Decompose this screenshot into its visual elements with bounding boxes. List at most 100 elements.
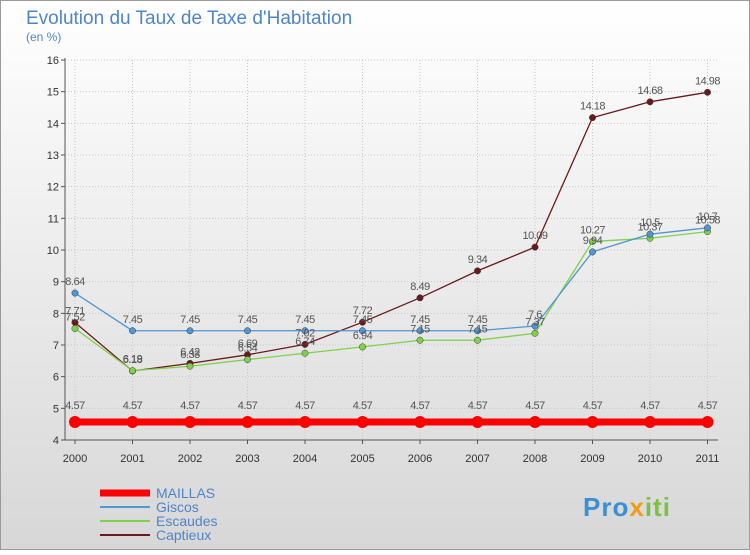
svg-text:Proxiti: Proxiti [583, 492, 671, 522]
data-label-maillas: 4.57 [295, 400, 315, 412]
data-point-maillas [126, 415, 139, 428]
data-label-captieux: 7.72 [353, 305, 373, 317]
x-tick-label: 2000 [63, 453, 87, 465]
data-label-giscos: 7.45 [238, 314, 258, 326]
data-label-giscos: 7.6 [528, 309, 542, 321]
data-label-maillas: 4.57 [353, 400, 373, 412]
chart-subtitle: (en %) [26, 30, 61, 44]
y-tick-label: 13 [47, 150, 59, 162]
data-point-giscos [704, 224, 711, 232]
data-point-captieux [646, 98, 654, 106]
y-tick-label: 15 [47, 87, 59, 99]
legend-label-maillas: MAILLAS [156, 485, 215, 501]
data-point-captieux [589, 114, 596, 122]
data-point-giscos [474, 327, 481, 335]
proxiti-logo: Proxiti [583, 492, 671, 522]
data-label-maillas: 4.57 [525, 400, 545, 412]
data-label-giscos: 7.45 [410, 314, 430, 326]
x-tick-label: 2006 [408, 453, 432, 465]
data-point-escaudes [186, 362, 194, 370]
x-tick-label: 2004 [293, 453, 317, 465]
series-line-escaudes [74, 230, 709, 372]
data-label-captieux: 6.18 [123, 354, 143, 366]
data-label-captieux: 7.71 [65, 306, 85, 318]
data-label-captieux: 10.09 [522, 230, 547, 242]
data-label-maillas: 4.57 [123, 400, 143, 412]
data-point-maillas [529, 415, 541, 428]
series-line-captieux [74, 91, 709, 372]
data-point-escaudes [474, 336, 481, 344]
chart-title: Evolution du Taux de Taxe d'Habitation [26, 8, 352, 29]
y-tick-label: 14 [47, 118, 59, 130]
data-point-maillas [471, 415, 484, 428]
legend-label-escaudes: Escaudes [156, 513, 217, 529]
data-label-captieux: 14.18 [580, 101, 605, 113]
data-label-escaudes: 6.19 [123, 354, 143, 366]
x-tick-label: 2011 [696, 453, 720, 465]
data-label-giscos: 10.7 [698, 211, 718, 223]
data-label-maillas: 4.57 [180, 400, 200, 412]
data-point-escaudes [359, 343, 366, 351]
data-label-captieux: 8.49 [410, 281, 430, 293]
data-point-giscos [531, 322, 539, 330]
legend-label-captieux: Captieux [156, 527, 211, 543]
data-point-giscos [71, 289, 79, 297]
data-label-maillas: 4.57 [640, 400, 660, 412]
data-label-captieux: 7.02 [295, 327, 315, 339]
data-point-captieux [474, 267, 481, 275]
y-tick-label: 5 [53, 403, 59, 415]
data-label-escaudes: 6.94 [353, 330, 373, 342]
data-label-escaudes: 7.52 [65, 312, 85, 324]
data-label-giscos: 7.45 [123, 314, 143, 326]
data-label-giscos: 7.45 [295, 314, 315, 326]
data-label-maillas: 4.57 [65, 400, 85, 412]
x-tick-label: 2002 [178, 453, 202, 465]
x-tick-label: 2005 [350, 453, 374, 465]
data-label-giscos: 7.45 [180, 314, 200, 326]
y-tick-label: 6 [53, 372, 59, 384]
x-tick-label: 2001 [120, 453, 144, 465]
data-point-maillas [69, 415, 81, 428]
data-label-escaudes: 6.33 [180, 349, 200, 361]
data-point-escaudes [531, 329, 539, 337]
data-point-maillas [356, 415, 369, 428]
data-label-giscos: 10.5 [640, 217, 660, 229]
data-point-giscos [589, 248, 596, 256]
x-tick-label: 2003 [235, 453, 259, 465]
y-tick-label: 9 [53, 277, 59, 289]
series-line-giscos [74, 227, 709, 332]
data-point-escaudes [416, 336, 424, 344]
data-point-giscos [129, 327, 136, 335]
y-tick-label: 12 [47, 182, 59, 194]
data-label-giscos: 7.45 [468, 314, 488, 326]
data-point-captieux [359, 318, 366, 326]
data-point-captieux [416, 294, 424, 302]
data-point-maillas [299, 415, 311, 428]
grid [65, 59, 718, 441]
x-tick-label: 2010 [638, 453, 662, 465]
data-point-captieux [301, 340, 309, 348]
data-point-escaudes [589, 238, 596, 245]
data-label-escaudes: 7.15 [468, 323, 488, 335]
y-tick-label: 8 [53, 308, 59, 320]
data-label-escaudes: 6.74 [295, 336, 315, 348]
data-label-maillas: 4.57 [698, 400, 718, 412]
data-point-giscos [416, 327, 424, 335]
data-point-escaudes [129, 367, 136, 375]
x-tick-label: 2008 [523, 453, 547, 465]
y-tick-label: 7 [53, 340, 59, 352]
data-label-maillas: 4.57 [583, 400, 603, 412]
data-point-giscos [186, 327, 194, 335]
data-label-escaudes: 10.27 [580, 224, 605, 236]
data-point-giscos [646, 230, 654, 238]
data-label-giscos: 8.64 [65, 276, 85, 288]
legend-label-giscos: Giscos [156, 499, 199, 515]
data-point-giscos [359, 327, 366, 335]
y-tick-label: 10 [47, 245, 59, 257]
data-point-maillas [241, 415, 254, 428]
data-point-maillas [184, 415, 196, 428]
